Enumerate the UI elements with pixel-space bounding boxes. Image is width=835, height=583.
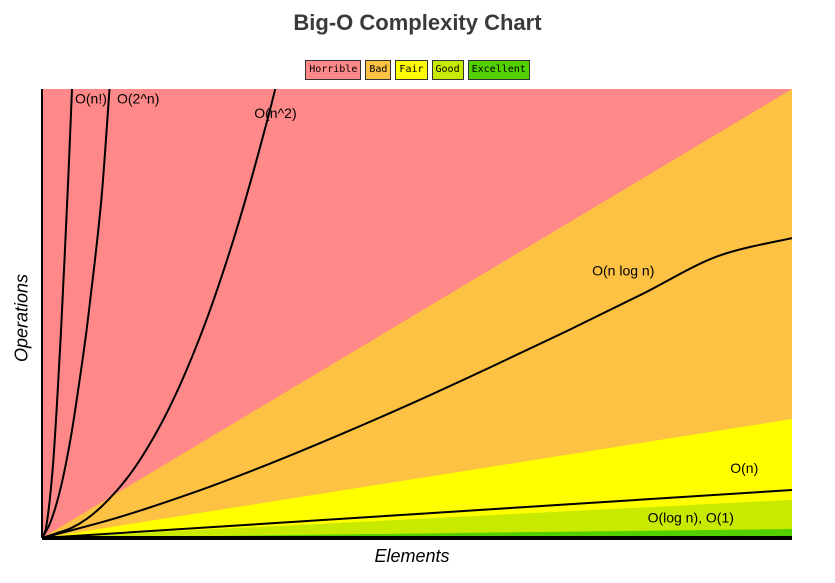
chart-title: Big-O Complexity Chart <box>293 10 542 35</box>
legend-item-fair: Fair <box>395 60 428 80</box>
region-excellent <box>42 529 792 538</box>
series-label-0: O(n!) <box>75 90 107 106</box>
legend: Horrible Bad Fair Good Excellent <box>0 60 835 80</box>
region-good <box>42 499 792 538</box>
y-axis-label: Operations <box>11 273 32 363</box>
legend-item-good: Good <box>431 60 464 80</box>
series-line-2 <box>42 89 277 538</box>
legend-item-horrible: Horrible <box>305 60 362 80</box>
x-axis-label: Elements <box>374 546 450 566</box>
series-label-5: O(log n), O(1) <box>648 509 734 525</box>
region-fair <box>42 419 792 538</box>
series-line-3 <box>42 237 792 538</box>
legend-item-excellent: Excellent <box>467 60 530 80</box>
series-label-4: O(n) <box>730 460 758 476</box>
legend-item-bad: Bad <box>365 60 392 80</box>
series-line-0 <box>42 89 73 538</box>
series-label-2: O(n^2) <box>254 105 296 121</box>
series-label-1: O(2^n) <box>117 90 159 106</box>
series-label-3: O(n log n) <box>592 262 654 278</box>
series-line-1 <box>42 89 111 538</box>
series-line-4 <box>42 488 792 538</box>
region-bad <box>42 89 792 538</box>
